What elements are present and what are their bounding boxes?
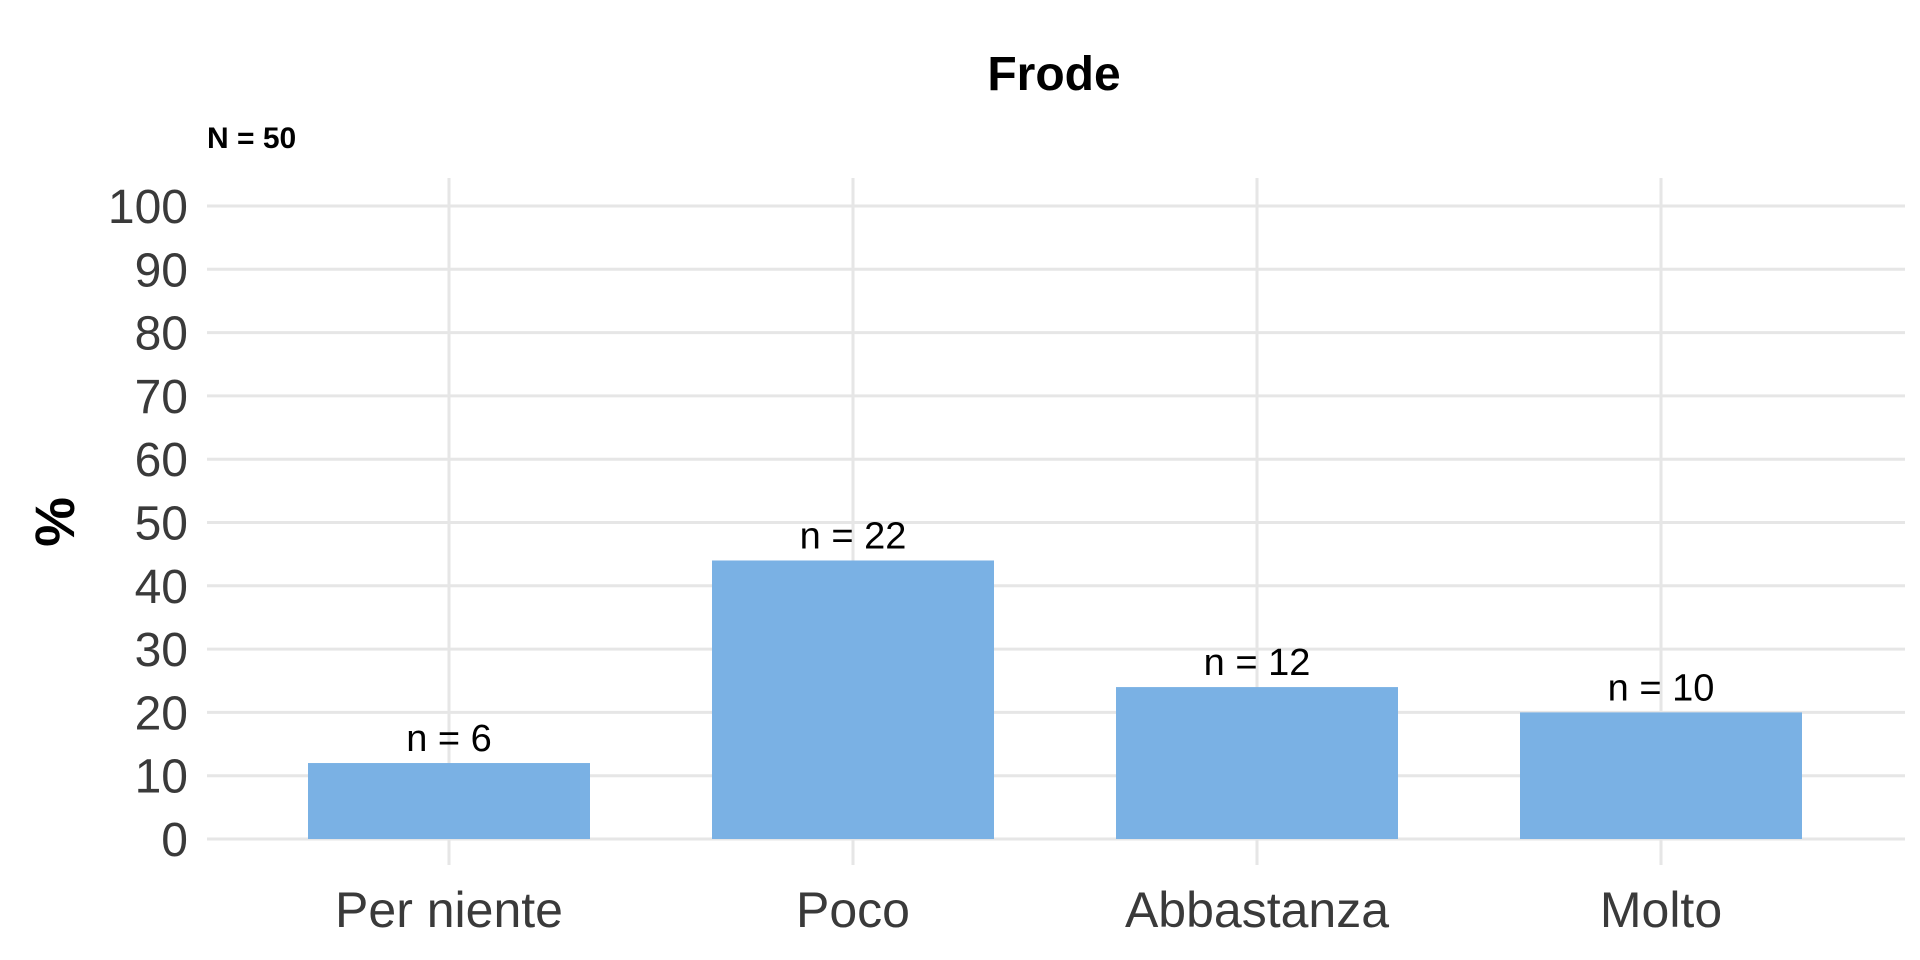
x-tick-label: Abbastanza: [1125, 882, 1389, 938]
chart-title: Frode: [987, 48, 1120, 101]
bar: [1116, 687, 1398, 839]
bar: [308, 763, 590, 839]
bars: [308, 560, 1802, 839]
bar: [1520, 712, 1802, 839]
data-label: n = 22: [800, 515, 907, 557]
y-tick-label: 60: [135, 434, 188, 487]
x-tick-label: Molto: [1600, 882, 1722, 938]
data-label: n = 6: [406, 718, 492, 760]
y-tick-label: 30: [135, 624, 188, 677]
y-tick-label: 40: [135, 561, 188, 614]
y-tick-label: 0: [161, 814, 188, 867]
y-axis-label: %: [23, 497, 86, 547]
y-tick-label: 50: [135, 498, 188, 551]
data-label: n = 12: [1204, 642, 1311, 684]
data-labels: n = 6 n = 22 n = 12 n = 10: [406, 515, 1714, 760]
chart-subtitle: N = 50: [207, 122, 296, 155]
x-tick-label: Poco: [796, 882, 910, 938]
y-tick-label: 20: [135, 687, 188, 740]
y-tick-label: 100: [108, 181, 188, 234]
y-tick-label: 70: [135, 371, 188, 424]
x-axis-ticks: Per niente Poco Abbastanza Molto: [335, 882, 1722, 938]
data-label: n = 10: [1608, 667, 1715, 709]
y-tick-label: 80: [135, 308, 188, 361]
x-tick-label: Per niente: [335, 882, 563, 938]
y-tick-label: 10: [135, 751, 188, 804]
y-tick-label: 90: [135, 244, 188, 297]
y-axis-ticks: 0 10 20 30 40 50 60 70 80 90 100: [108, 181, 188, 867]
bar: [712, 560, 994, 839]
